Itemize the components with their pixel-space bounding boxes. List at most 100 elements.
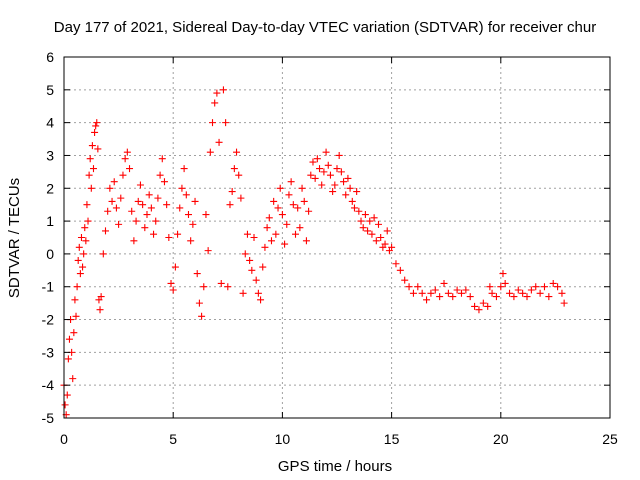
data-point [191, 197, 199, 205]
data-point [307, 171, 315, 179]
x-tick-label: 20 [493, 431, 509, 447]
data-point [350, 204, 358, 212]
data-point [300, 197, 308, 205]
data-point [427, 289, 435, 297]
data-point [418, 289, 426, 297]
data-point [104, 207, 112, 215]
x-axis: 0 5 10 15 20 25 [60, 57, 618, 447]
data-point [184, 211, 192, 219]
data-point [200, 283, 208, 291]
data-point [353, 188, 361, 196]
data-point [335, 151, 343, 159]
data-point [560, 299, 568, 307]
data-point [254, 289, 262, 297]
data-point [128, 207, 136, 215]
data-point [462, 286, 470, 294]
data-point [383, 227, 391, 235]
data-point [324, 161, 332, 169]
data-point [241, 250, 249, 258]
data-point [73, 283, 81, 291]
data-point [311, 174, 319, 182]
data-point [87, 184, 95, 192]
data-point [248, 266, 256, 274]
data-point [160, 178, 168, 186]
data-point [471, 302, 479, 310]
y-tick-label: -5 [42, 410, 55, 426]
data-point [506, 289, 514, 297]
data-point [519, 289, 527, 297]
data-point [86, 155, 94, 163]
data-point [294, 204, 302, 212]
data-point [436, 293, 444, 301]
data-point [145, 191, 153, 199]
data-point [540, 283, 548, 291]
data-point [193, 270, 201, 278]
y-tick-label: 1 [46, 213, 54, 229]
data-point [381, 240, 389, 248]
data-point [115, 220, 123, 228]
y-tick-label: 6 [46, 49, 54, 65]
y-axis-title: SDTVAR / TECUs [6, 178, 23, 298]
data-point [76, 270, 84, 278]
data-point [523, 293, 531, 301]
data-point [357, 217, 365, 225]
x-tick-label: 5 [169, 431, 177, 447]
data-point [180, 165, 188, 173]
x-axis-title: GPS time / hours [278, 458, 392, 475]
data-point [147, 204, 155, 212]
data-point [82, 237, 90, 245]
data-point [287, 178, 295, 186]
data-point [224, 283, 232, 291]
data-point [143, 211, 151, 219]
data-point [364, 227, 372, 235]
data-point [479, 299, 487, 307]
data-point [72, 312, 80, 320]
data-point [169, 286, 177, 294]
data-point [91, 128, 99, 136]
data-point [246, 256, 254, 264]
data-point [134, 197, 142, 205]
data-point [69, 375, 77, 383]
data-point [296, 224, 304, 232]
data-point [222, 119, 230, 127]
data-point [263, 224, 271, 232]
data-point [202, 211, 210, 219]
data-point [110, 178, 118, 186]
chart-title: Day 177 of 2021, Sidereal Day-to-day VTE… [54, 19, 596, 36]
data-point [444, 289, 452, 297]
data-point [359, 224, 367, 232]
data-point [289, 201, 297, 209]
data-point [527, 286, 535, 294]
data-point [272, 230, 280, 238]
data-point [141, 224, 149, 232]
y-tick-label: 2 [46, 180, 54, 196]
data-point [219, 86, 227, 94]
data-point [431, 286, 439, 294]
data-point [126, 165, 134, 173]
data-point [171, 263, 179, 271]
data-point [83, 201, 91, 209]
data-point [510, 293, 518, 301]
data-point [112, 204, 120, 212]
data-point [475, 306, 483, 314]
data-point [89, 165, 97, 173]
data-point [108, 197, 116, 205]
data-point [77, 234, 85, 241]
data-point [340, 178, 348, 186]
data-point [283, 220, 291, 228]
data-point [80, 250, 88, 258]
data-point [97, 293, 105, 301]
data-point [409, 289, 417, 297]
data-point [123, 148, 131, 156]
data-point [130, 237, 138, 245]
data-point [342, 191, 350, 199]
data-point [440, 279, 448, 287]
data-point [213, 89, 221, 97]
data-point [217, 279, 225, 287]
y-tick-label: -2 [42, 312, 55, 328]
data-point [167, 279, 175, 287]
data-point [257, 296, 265, 304]
data-point [228, 188, 236, 196]
y-tick-label: -3 [42, 344, 55, 360]
data-point [466, 293, 474, 301]
